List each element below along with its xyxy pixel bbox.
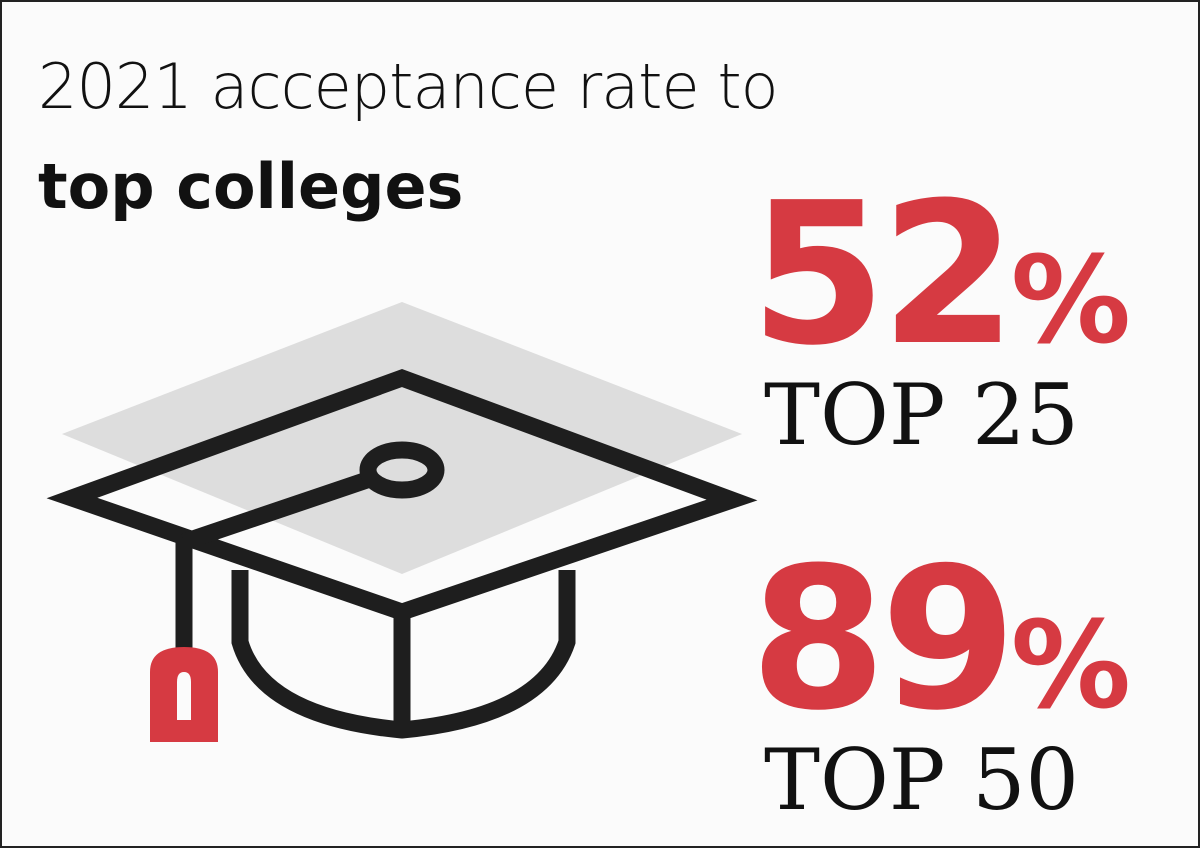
title-line-bold: top colleges bbox=[38, 150, 464, 223]
stat-figure: 52% bbox=[750, 177, 1170, 373]
graduation-cap-icon bbox=[46, 302, 758, 742]
stat-figure: 89% bbox=[750, 542, 1170, 738]
stat-number: 89 bbox=[750, 526, 1017, 754]
title-line: 2021 acceptance rate to bbox=[38, 50, 779, 123]
stat: 52% TOP 25 bbox=[750, 177, 1170, 457]
stat-label: TOP 50 bbox=[764, 731, 1079, 829]
stat: 89% TOP 50 bbox=[750, 542, 1170, 822]
stat-symbol: % bbox=[1010, 232, 1131, 371]
stat-label: TOP 25 bbox=[764, 366, 1079, 464]
stat-symbol: % bbox=[1010, 597, 1131, 736]
stat-number: 52 bbox=[750, 161, 1017, 389]
